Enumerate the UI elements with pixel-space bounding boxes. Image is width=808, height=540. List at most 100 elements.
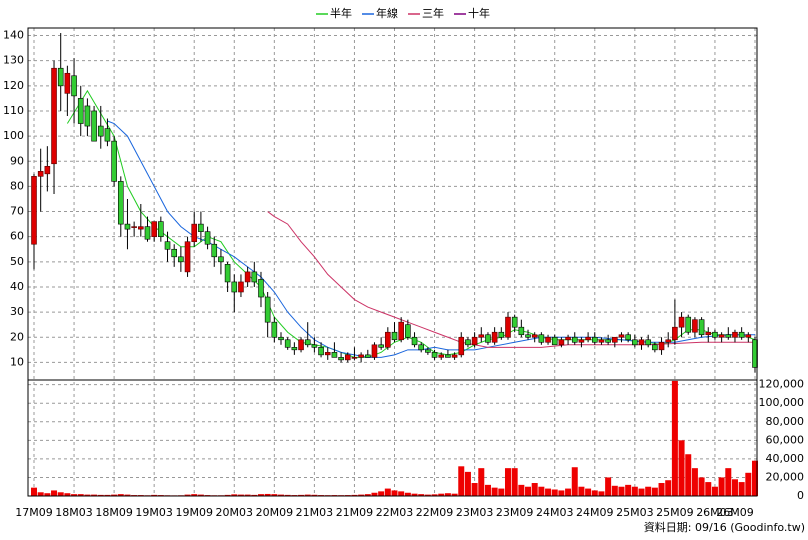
candle-body [244, 271, 251, 283]
volume-bar [378, 491, 385, 496]
candle-body [138, 226, 144, 230]
volume-bar [484, 484, 491, 496]
volume-bar [611, 485, 618, 496]
y-tick-label: 50 [10, 255, 24, 268]
candle-body [425, 349, 431, 353]
volume-bar [117, 494, 124, 496]
candle-body [131, 226, 137, 228]
volume-bar [431, 494, 438, 496]
candle-body [518, 326, 525, 336]
volume-bar [257, 494, 264, 496]
x-tick-label: 17M09 [15, 506, 53, 519]
volume-bar [244, 494, 251, 496]
y2-tick-label: 20,000 [766, 470, 805, 483]
volume-bar [651, 487, 658, 496]
y-tick-label: 90 [10, 154, 24, 167]
candle-body [37, 171, 44, 177]
candle-body [158, 221, 164, 237]
candle-body [97, 125, 104, 137]
candle-body [678, 316, 685, 328]
volume-bar [518, 484, 525, 496]
volume-bar [351, 494, 358, 496]
volume-bar [191, 494, 198, 496]
x-tick-label: 20M03 [216, 506, 254, 519]
volume-bar [645, 486, 652, 496]
volume-bar [691, 468, 698, 496]
candle-body [485, 334, 491, 343]
y-tick-label: 10 [10, 355, 24, 368]
volume-bar [371, 492, 378, 496]
candle-body [598, 339, 605, 343]
candle-body [278, 336, 284, 341]
candle-body [638, 339, 645, 346]
candle-body [271, 321, 278, 338]
volume-bar [705, 482, 712, 496]
volume-bar [538, 486, 545, 496]
volume-bar [451, 493, 458, 496]
y-tick-label: 60 [10, 230, 24, 243]
candle-body [505, 316, 511, 338]
candle-body [144, 226, 151, 240]
candle-body [431, 352, 438, 358]
candle-body [718, 334, 725, 338]
volume-bar [471, 483, 478, 496]
volume-bar [638, 488, 645, 496]
volume-bar [151, 494, 158, 496]
candle-body [511, 316, 518, 328]
candle-body [291, 347, 298, 351]
volume-bar [304, 494, 311, 496]
candle-body [318, 347, 324, 356]
y-tick-label: 80 [10, 179, 24, 192]
candle-body [625, 334, 631, 341]
candle-body [371, 344, 378, 358]
candle-body [378, 344, 384, 348]
candle-body [531, 334, 538, 338]
volume-bar [752, 460, 758, 496]
volume-bar [571, 467, 578, 496]
y-tick-label: 120 [3, 79, 24, 92]
candle-body [658, 341, 665, 351]
candle-body [391, 331, 398, 341]
candle-body [284, 339, 291, 348]
volume-bar [498, 488, 505, 496]
volume-bar [231, 494, 238, 496]
volume-bar [37, 492, 44, 496]
volume-bar [591, 490, 598, 496]
candle-body [64, 72, 71, 94]
volume-bar [184, 494, 191, 496]
volume-bar [57, 492, 64, 496]
candle-body [91, 110, 97, 142]
volume-bar [731, 479, 738, 496]
candle-body [178, 256, 184, 263]
volume-bar [391, 490, 398, 496]
candle-body [438, 354, 445, 358]
candle-body [725, 334, 732, 338]
volume-bar [551, 489, 558, 496]
candle-body [77, 98, 84, 124]
volume-bar [278, 494, 285, 496]
candle-body [665, 339, 672, 343]
y-tick-label: 70 [10, 205, 24, 218]
x-tick-label: 24M03 [536, 506, 574, 519]
y2-tick-label: 60,000 [766, 433, 805, 446]
candle-body [191, 223, 198, 243]
volume-bar [718, 477, 725, 496]
volume-bar [478, 468, 485, 496]
candle-body [551, 336, 558, 346]
x-tick-label: 23M03 [456, 506, 494, 519]
volume-bar [224, 494, 231, 496]
candle-body [258, 279, 264, 298]
volume-bar [271, 494, 278, 496]
candle-body [31, 176, 37, 245]
candle-body [705, 331, 712, 336]
candle-body [251, 271, 258, 283]
volume-bar [738, 482, 745, 496]
volume-bar [64, 493, 71, 496]
volume-bar [91, 494, 98, 496]
candle-body [692, 319, 698, 333]
candle-body [71, 75, 77, 97]
y-tick-label: 140 [3, 29, 24, 42]
x-tick-label: 25M09 [656, 506, 694, 519]
candle-body [104, 128, 111, 142]
candle-body [238, 281, 244, 293]
